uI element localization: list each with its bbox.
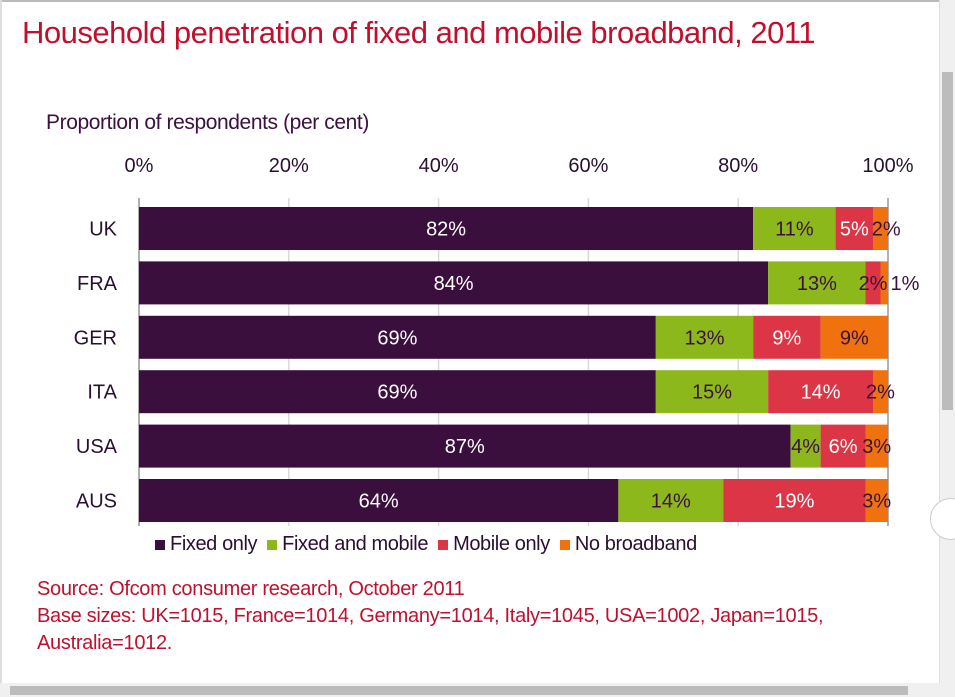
- bar-segment-mobile-only: [820, 424, 866, 468]
- legend-item: No broadband: [559, 533, 697, 556]
- bar-segment-no-broadband: [820, 315, 888, 359]
- data-label: 14%: [801, 382, 841, 404]
- window-top-border: [0, 0, 940, 2]
- legend-label: No broadband: [574, 533, 697, 555]
- legend-swatch: [155, 539, 165, 550]
- legend-swatch: [438, 539, 449, 550]
- legend-label: Fixed and mobile: [282, 533, 429, 555]
- x-tick-label: 40%: [419, 155, 459, 177]
- category-label: USA: [76, 436, 118, 458]
- data-label: 87%: [445, 436, 485, 458]
- data-label: 13%: [684, 327, 724, 349]
- data-label: 1%: [890, 273, 919, 295]
- data-label: 6%: [829, 436, 858, 458]
- category-label: FRA: [77, 273, 118, 295]
- x-tick-label: 60%: [568, 155, 608, 177]
- data-label: 9%: [772, 327, 801, 349]
- legend-item: Fixed and mobile: [267, 533, 428, 556]
- data-label: 15%: [692, 382, 732, 404]
- data-label: 82%: [426, 219, 466, 241]
- bar-segment-mobile-only: [768, 370, 874, 414]
- category-label: UK: [89, 219, 117, 241]
- data-label: 2%: [866, 382, 895, 404]
- bar-segment-fixed-only: [139, 424, 791, 468]
- bar-segment-fixed-and-mobile: [790, 424, 821, 468]
- data-label: 3%: [862, 491, 891, 513]
- bar-segment-mobile-only: [835, 207, 874, 250]
- chart-title: Household penetration of fixed and mobil…: [22, 15, 816, 50]
- legend-label: Mobile only: [453, 533, 550, 555]
- category-label: ITA: [87, 382, 117, 404]
- bar-segment-no-broadband: [865, 479, 888, 522]
- bar-segment-no-broadband: [873, 370, 888, 414]
- bar-segment-fixed-and-mobile: [753, 207, 836, 250]
- bar-segment-fixed-and-mobile: [655, 370, 769, 414]
- vertical-scrollbar-thumb[interactable]: [942, 72, 953, 410]
- data-label: 14%: [651, 491, 691, 513]
- x-tick-label: 100%: [862, 155, 913, 177]
- bar-segment-no-broadband: [880, 261, 888, 305]
- category-label: GER: [74, 327, 117, 349]
- bar-segment-no-broadband: [865, 424, 888, 468]
- source-note: Source: Ofcom consumer research, October…: [37, 576, 917, 657]
- legend-item: Mobile only: [438, 533, 550, 556]
- data-label: 4%: [791, 436, 820, 458]
- bar-segment-fixed-only: [139, 370, 656, 414]
- window-left-border: [0, 0, 2, 697]
- data-label: 2%: [859, 273, 888, 295]
- data-label: 69%: [377, 327, 417, 349]
- data-label: 13%: [797, 273, 837, 295]
- category-label: AUS: [76, 491, 117, 513]
- legend-label: Fixed only: [170, 533, 258, 555]
- legend: Fixed only Fixed and mobile Mobile only No …: [155, 533, 697, 556]
- legend-item: Fixed only: [155, 533, 258, 556]
- bar-segment-fixed-and-mobile: [618, 479, 724, 522]
- legend-swatch: [267, 539, 278, 550]
- source-line: Source: Ofcom consumer research, October…: [37, 578, 465, 600]
- chart-subtitle: Proportion of respondents (per cent): [46, 111, 369, 134]
- bar-segment-fixed-only: [139, 315, 656, 359]
- data-label: 69%: [377, 382, 417, 404]
- bar-segment-fixed-and-mobile: [768, 261, 866, 305]
- bar-segment-fixed-only: [139, 207, 754, 250]
- data-label: 3%: [862, 436, 891, 458]
- x-tick-label: 0%: [125, 155, 154, 177]
- bar-segment-fixed-only: [139, 261, 769, 305]
- x-tick-label: 80%: [718, 155, 758, 177]
- legend-swatch: [559, 539, 570, 550]
- bar-segment-mobile-only: [753, 315, 821, 359]
- bar-segment-fixed-only: [139, 479, 619, 522]
- horizontal-scrollbar-thumb[interactable]: [10, 686, 908, 695]
- bar-segment-mobile-only: [723, 479, 866, 522]
- data-label: 19%: [774, 491, 814, 513]
- base-sizes-line: Base sizes: UK=1015, France=1014, German…: [37, 605, 824, 654]
- stacked-bar-chart: 0% 20% 40% 60% 80% 100%UK 82% 11% 5% 2%FRA 84% 13% 2…: [74, 155, 920, 526]
- x-tick-label: 20%: [269, 155, 309, 177]
- data-label: 2%: [872, 219, 901, 241]
- data-label: 64%: [359, 491, 399, 513]
- data-label: 11%: [775, 219, 814, 241]
- bar-segment-no-broadband: [873, 207, 888, 250]
- bar-segment-fixed-and-mobile: [655, 315, 754, 359]
- data-label: 5%: [840, 219, 869, 241]
- data-label: 84%: [434, 273, 474, 295]
- data-label: 9%: [840, 327, 869, 349]
- bar-segment-mobile-only: [865, 261, 881, 305]
